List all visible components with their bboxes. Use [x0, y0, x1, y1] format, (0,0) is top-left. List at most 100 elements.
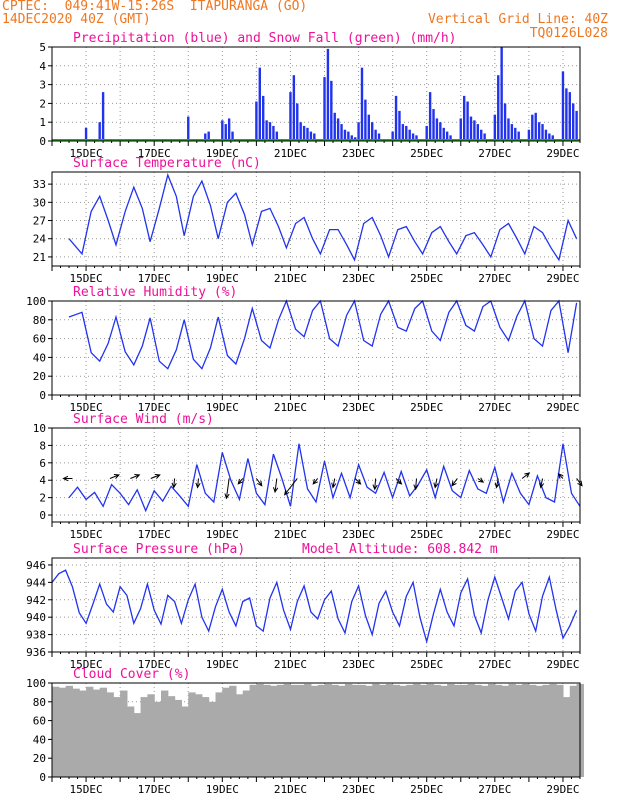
precip-bar — [289, 92, 292, 141]
cloud-bar — [515, 684, 523, 777]
panel-title: Cloud Cover (%) — [73, 667, 190, 682]
x-tick-label: 15DEC — [70, 658, 103, 671]
wind-vector — [451, 478, 458, 487]
panel-title: Precipitation (blue) and Snow Fall (gree… — [73, 31, 457, 46]
precip-bar — [514, 127, 517, 141]
cloud-bar — [501, 685, 510, 777]
cloud-bar — [215, 692, 223, 777]
header-grid-note: Vertical Grid Line: 40Z — [427, 12, 608, 27]
x-tick-label: 29DEC — [546, 147, 579, 160]
cloud-bar — [488, 683, 496, 777]
y-tick-label: 40 — [33, 351, 46, 364]
cloud-bar — [72, 688, 80, 777]
cloud-bar — [249, 684, 257, 777]
precip-bar — [551, 135, 554, 141]
wind-vector — [272, 478, 279, 494]
cloud-bar — [120, 690, 128, 777]
x-tick-label: 19DEC — [206, 272, 239, 285]
wind-vector — [331, 478, 337, 489]
precip-bar — [503, 103, 507, 141]
precip-bar — [435, 118, 439, 141]
x-tick-label: 21DEC — [274, 528, 307, 541]
cloud-bar — [447, 683, 455, 777]
precip-bar — [510, 124, 514, 141]
y-tick-label: 4 — [39, 60, 46, 73]
wind-vector — [62, 475, 73, 482]
panel-frame — [51, 427, 581, 523]
precip-bar — [231, 131, 234, 141]
panel-subtitle: Model Altitude: 608.842 m — [302, 542, 498, 557]
cloud-bar — [126, 706, 135, 777]
cloud-bar — [433, 684, 441, 777]
cloud-bar — [379, 684, 387, 777]
precip-bar — [309, 131, 313, 141]
cloud-bar — [161, 690, 169, 777]
cloud-bar — [242, 690, 251, 777]
y-tick-label: 100 — [26, 677, 46, 690]
cloud-bar — [535, 685, 544, 777]
x-tick-label: 21DEC — [274, 658, 307, 671]
x-tick-label: 15DEC — [70, 272, 103, 285]
precip-bar — [394, 95, 398, 141]
x-tick-label: 19DEC — [206, 658, 239, 671]
cloud-bar — [494, 684, 503, 777]
x-tick-label: 25DEC — [410, 528, 443, 541]
cloud-bar — [270, 685, 278, 777]
cloud-bar — [263, 684, 271, 777]
precip-bar — [377, 133, 381, 141]
cloud-bar — [453, 684, 462, 777]
x-tick-label: 23DEC — [342, 401, 375, 414]
x-tick-label: 17DEC — [138, 401, 171, 414]
panel-frame — [51, 171, 581, 267]
precip-bar — [204, 133, 207, 141]
cloud-bar — [113, 697, 121, 777]
cloud-bar — [522, 683, 530, 777]
wind-vector — [576, 478, 583, 487]
y-tick-label: 2 — [39, 97, 46, 110]
cloud-bar — [310, 685, 319, 777]
precip-bar — [415, 135, 418, 141]
precip-bar — [84, 127, 88, 141]
cloud-bar — [426, 683, 435, 777]
x-tick-label: 25DEC — [410, 147, 443, 160]
y-tick-label: 940 — [26, 611, 46, 624]
y-tick-label: 100 — [26, 295, 46, 308]
cloud-bar — [385, 683, 394, 777]
precip-bar — [575, 110, 578, 141]
precip-bar — [265, 120, 268, 141]
x-tick-label: 23DEC — [342, 783, 375, 796]
precip-bar — [374, 129, 377, 141]
panel-wind: Surface Wind (m/s) 0 2 4 6 8 10 15DEC 17DEC 19DEC… — [33, 412, 583, 541]
wind-vector — [283, 478, 298, 496]
cloud-bar — [474, 684, 482, 777]
wind-vector — [312, 478, 319, 485]
precip-bar — [101, 92, 105, 141]
panel-title: Surface Pressure (hPa) — [73, 542, 245, 557]
precip-bar — [401, 124, 405, 141]
panel-title: Surface Wind (m/s) — [73, 412, 214, 427]
x-tick-label: 21DEC — [274, 401, 307, 414]
cloud-bar — [92, 689, 101, 777]
y-tick-label: 30 — [33, 196, 46, 209]
cloud-bar — [106, 692, 114, 777]
x-tick-label: 23DEC — [342, 658, 375, 671]
cloud-bar — [195, 694, 203, 777]
x-tick-label: 23DEC — [342, 147, 375, 160]
cloud-bar — [460, 684, 469, 777]
precip-bar — [272, 125, 275, 141]
y-tick-label: 80 — [33, 696, 46, 709]
cloud-bar — [317, 684, 326, 777]
precip-bar — [330, 80, 333, 141]
cloud-bar — [324, 683, 332, 777]
x-tick-label: 17DEC — [138, 147, 171, 160]
y-tick-label: 1 — [39, 116, 46, 129]
wind-vector — [195, 478, 201, 489]
precip-bar — [227, 118, 231, 141]
cloud-bar — [147, 694, 155, 777]
cloud-bar — [413, 683, 421, 777]
y-tick-label: 0 — [39, 135, 46, 148]
panel-frame — [51, 557, 581, 653]
panel-precip: Precipitation (blue) and Snow Fall (gree… — [39, 31, 581, 160]
wind-vector — [150, 474, 161, 479]
cloud-bar — [528, 684, 537, 777]
